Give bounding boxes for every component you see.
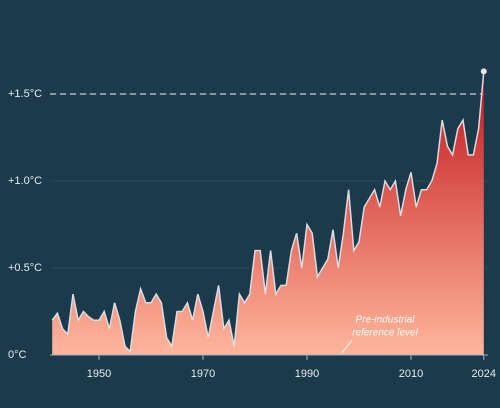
x-tick-label: 1990 — [295, 368, 319, 380]
y-tick-label: +1.0°C — [8, 175, 42, 187]
annotation: reference level — [352, 328, 418, 339]
y-tick-label: 0°C — [8, 349, 27, 361]
end-point — [480, 68, 487, 75]
y-tick-label: +0.5°C — [8, 262, 42, 274]
area — [52, 71, 484, 355]
axes: 0°C +0.5°C +1.0°C +1.5°C 1950 1970 1990 2010 202… — [8, 88, 496, 380]
x-tick-label: 1950 — [87, 368, 111, 380]
annotation: Pre-industrial — [356, 315, 416, 326]
y-tick-label: +1.5°C — [8, 88, 42, 100]
annotation-pointer — [341, 339, 353, 354]
x-tick-label: 2010 — [399, 368, 423, 380]
plot — [50, 68, 487, 355]
x-tick-label: 2024 — [472, 368, 496, 380]
line — [51, 71, 485, 354]
x-tick-label: 1970 — [191, 368, 215, 380]
